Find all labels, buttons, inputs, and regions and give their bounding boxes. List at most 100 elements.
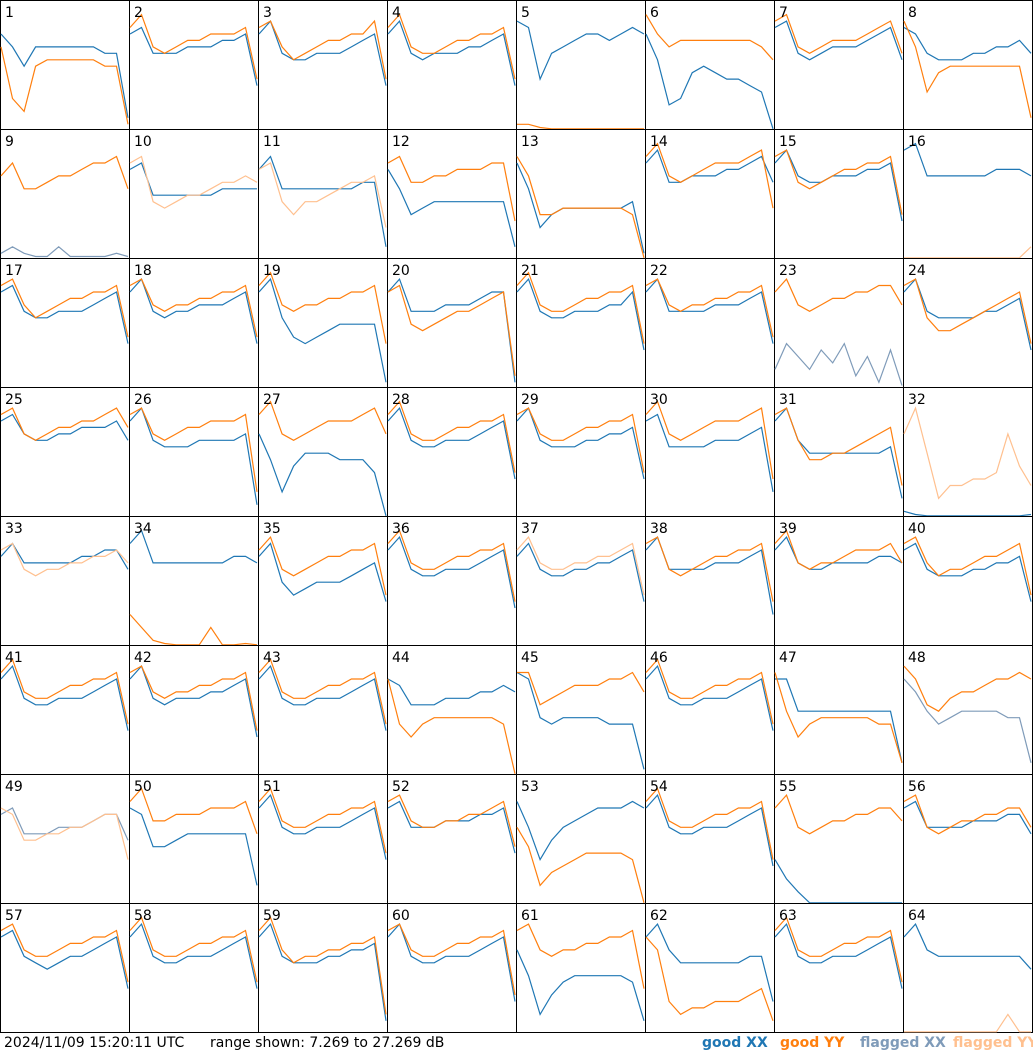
spectrum-line <box>645 664 774 731</box>
panel-label: 50 <box>134 779 152 795</box>
spectrum-line <box>258 433 387 516</box>
spectrum-line <box>129 922 258 989</box>
panel-label: 44 <box>392 650 410 666</box>
panel-label: 23 <box>779 263 797 279</box>
spectrum-line <box>903 277 1032 351</box>
spectrum-line <box>516 536 645 596</box>
panel-label: 29 <box>521 392 539 408</box>
spectrum-line <box>645 787 774 860</box>
panel-label: 60 <box>392 908 410 924</box>
spectrum-line <box>387 678 516 706</box>
spectrum-line <box>645 658 774 725</box>
spectrum-line <box>129 665 258 731</box>
spectrum-line <box>258 916 387 1015</box>
spectrum-line <box>903 536 1032 596</box>
spectrum-line <box>129 614 258 646</box>
spectrum-line <box>645 936 774 1022</box>
spectrum-line <box>517 671 645 706</box>
spectrum-line <box>516 406 645 480</box>
spectrum-line <box>387 678 516 774</box>
spectrum-line <box>645 923 774 1002</box>
spectrum-line <box>774 20 903 61</box>
spectrum-line <box>774 149 903 222</box>
spectrum-line <box>645 33 774 129</box>
spectrum-line <box>903 510 1032 517</box>
spectrum-line <box>903 26 1032 61</box>
spectrum-line <box>645 277 774 344</box>
panel-frame <box>258 0 388 130</box>
spectrum-line <box>645 148 774 183</box>
spectrum-line <box>129 916 258 983</box>
spectrum-line <box>516 271 645 344</box>
panel-label: 39 <box>779 521 797 537</box>
spectrum-line <box>258 535 387 596</box>
panel-label: 4 <box>392 5 401 21</box>
spectrum-line <box>387 284 516 376</box>
spectrum-line <box>516 949 645 1021</box>
panel-frame <box>774 0 904 130</box>
panel-label: 37 <box>521 521 539 537</box>
spectrum-line <box>774 859 902 904</box>
spectrum-line <box>129 529 258 564</box>
spectrum-line <box>387 400 516 473</box>
legend-entry: flagged YY <box>953 1035 1033 1051</box>
spectrum-line <box>387 535 516 609</box>
spectrum-line <box>387 155 516 222</box>
spectrum-line <box>516 20 645 81</box>
spectrum-line <box>129 13 258 80</box>
spectrum-line <box>129 155 258 209</box>
panel-frame <box>129 0 259 130</box>
panel-label: 7 <box>779 5 788 21</box>
legend-entry: flagged XX <box>860 1035 946 1051</box>
spectrum-line <box>0 542 129 570</box>
spectrum-line <box>645 793 774 867</box>
panel-label: 47 <box>779 650 797 666</box>
spectrum-line <box>774 278 903 312</box>
spectrum-line <box>903 20 1032 118</box>
spectrum-line <box>774 922 903 989</box>
panel-label: 28 <box>392 392 410 408</box>
spectrum-line <box>387 794 516 847</box>
panel-label: 8 <box>908 5 917 21</box>
spectrum-line <box>258 664 387 731</box>
spectrum-line <box>645 535 774 615</box>
spectrum-line <box>387 800 516 854</box>
spectrum-line <box>0 33 129 118</box>
spectrum-line <box>774 149 903 215</box>
spectrum-line <box>774 793 903 835</box>
panel-label: 27 <box>263 392 281 408</box>
spectrum-line <box>0 246 129 258</box>
panel-frame <box>0 0 130 130</box>
timestamp: 2024/11/09 15:20:11 UTC <box>4 1035 184 1051</box>
spectrum-line <box>0 542 129 577</box>
panel-label: 17 <box>5 263 23 279</box>
panel-label: 12 <box>392 134 410 150</box>
spectrum-line <box>775 678 903 763</box>
spectrum-line <box>0 46 129 125</box>
spectrum-line <box>258 922 387 1021</box>
panel-label: 63 <box>779 908 797 924</box>
spectrum-line <box>774 672 903 763</box>
spectrum-line <box>258 787 387 854</box>
spectrum-line <box>0 658 129 725</box>
legend-entry: good YY <box>780 1035 845 1051</box>
panel-label: 52 <box>392 779 410 795</box>
spectrum-line <box>387 19 516 86</box>
panel-label: 58 <box>134 908 152 924</box>
spectrum-line <box>387 529 516 602</box>
panel-label: 36 <box>392 521 410 537</box>
spectrum-line <box>903 923 1032 970</box>
spectrum-line <box>903 406 1032 500</box>
spectrum-line <box>0 923 129 983</box>
panel-label: 19 <box>263 263 281 279</box>
spectrum-line <box>387 406 516 480</box>
spectrum-line <box>129 277 258 344</box>
panel-label: 32 <box>908 392 926 408</box>
panel-label: 34 <box>134 521 152 537</box>
panel-label: 25 <box>5 392 23 408</box>
panel-label: 38 <box>650 521 668 537</box>
panel-label: 2 <box>134 5 143 21</box>
spectrum-line <box>516 542 645 602</box>
spectrum-line <box>903 142 1032 177</box>
